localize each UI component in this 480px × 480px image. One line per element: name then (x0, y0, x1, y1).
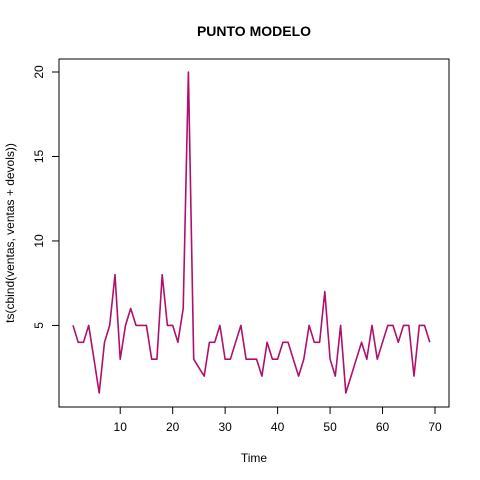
x-axis-label: Time (241, 451, 268, 465)
y-tick-label: 10 (32, 234, 46, 248)
series-line (72, 71, 431, 394)
chart-title: PUNTO MODELO (197, 23, 311, 39)
plot-frame (58, 58, 450, 408)
x-tick-label: 20 (166, 420, 180, 434)
x-tick-label: 70 (428, 420, 442, 434)
y-axis: 5 10 15 20 (32, 65, 60, 329)
x-tick-label: 40 (271, 420, 285, 434)
x-axis: 10 20 30 40 50 60 70 (114, 406, 442, 434)
x-tick-label: 50 (323, 420, 337, 434)
x-tick-label: 30 (218, 420, 232, 434)
y-tick-label: 20 (32, 65, 46, 79)
y-tick-label: 5 (32, 322, 46, 329)
y-axis-label: ts(cbind(ventas, ventas + devols)) (3, 143, 17, 323)
y-tick-label: 15 (32, 149, 46, 163)
x-tick-label: 10 (114, 420, 128, 434)
x-tick-label: 60 (376, 420, 390, 434)
